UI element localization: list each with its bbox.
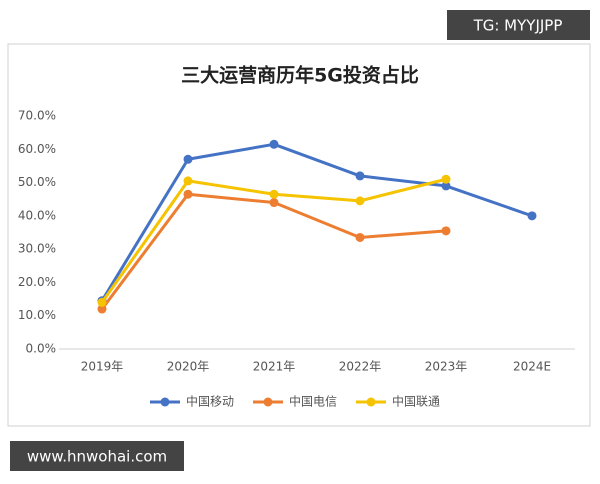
point (97, 304, 107, 314)
chart-frame (7, 43, 591, 427)
point (355, 196, 365, 206)
legend-marker (160, 397, 170, 407)
point (355, 171, 365, 181)
y-tick-label: 20.0% (18, 275, 56, 289)
series-line (100, 142, 533, 302)
legend-marker (366, 397, 376, 407)
point (355, 232, 365, 242)
x-tick-label: 2019年 (81, 360, 124, 374)
y-tick-label: 40.0% (18, 208, 56, 222)
point (269, 189, 279, 199)
point (441, 181, 451, 191)
watermark-box (10, 441, 184, 471)
legend-marker (263, 397, 273, 407)
y-tick-label: 50.0% (18, 175, 56, 189)
point (183, 189, 193, 199)
x-tick-label: 2021年 (253, 360, 296, 374)
x-tick-label: 2023年 (425, 360, 468, 374)
y-tick-label: 10.0% (18, 308, 56, 322)
x-tick-label: 2024E (513, 360, 551, 374)
y-tick-label: 0.0% (26, 342, 57, 356)
y-tick-label: 30.0% (18, 242, 56, 256)
watermark: www.hnwohai.com (27, 448, 167, 466)
watermark: TG: MYYJJPP (473, 17, 563, 35)
legend-label: 中国联通 (392, 394, 440, 409)
point (97, 297, 107, 307)
point (269, 198, 279, 208)
chart-title: 三大运营商历年5G投资占比 (181, 64, 419, 87)
y-tick-label: 60.0% (18, 142, 56, 156)
watermark-box (447, 10, 590, 40)
point (269, 139, 279, 149)
point (183, 176, 193, 186)
x-tick-label: 2022年 (339, 360, 382, 374)
point (527, 211, 537, 221)
x-tick-label: 2020年 (167, 360, 210, 374)
point (183, 154, 193, 164)
legend-label: 中国电信 (289, 394, 337, 409)
point (441, 174, 451, 184)
legend-label: 中国移动 (186, 394, 234, 409)
y-tick-label: 70.0% (18, 109, 56, 123)
point (441, 226, 451, 236)
